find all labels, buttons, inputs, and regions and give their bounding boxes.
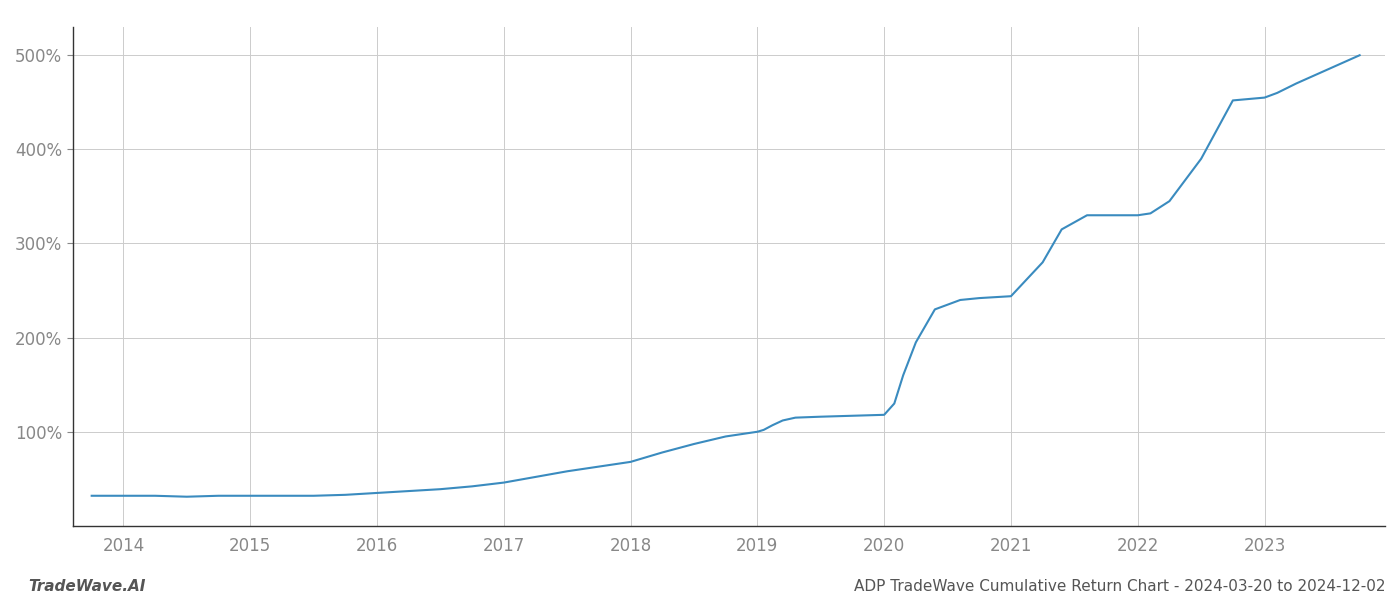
Text: ADP TradeWave Cumulative Return Chart - 2024-03-20 to 2024-12-02: ADP TradeWave Cumulative Return Chart - … <box>854 579 1386 594</box>
Text: TradeWave.AI: TradeWave.AI <box>28 579 146 594</box>
